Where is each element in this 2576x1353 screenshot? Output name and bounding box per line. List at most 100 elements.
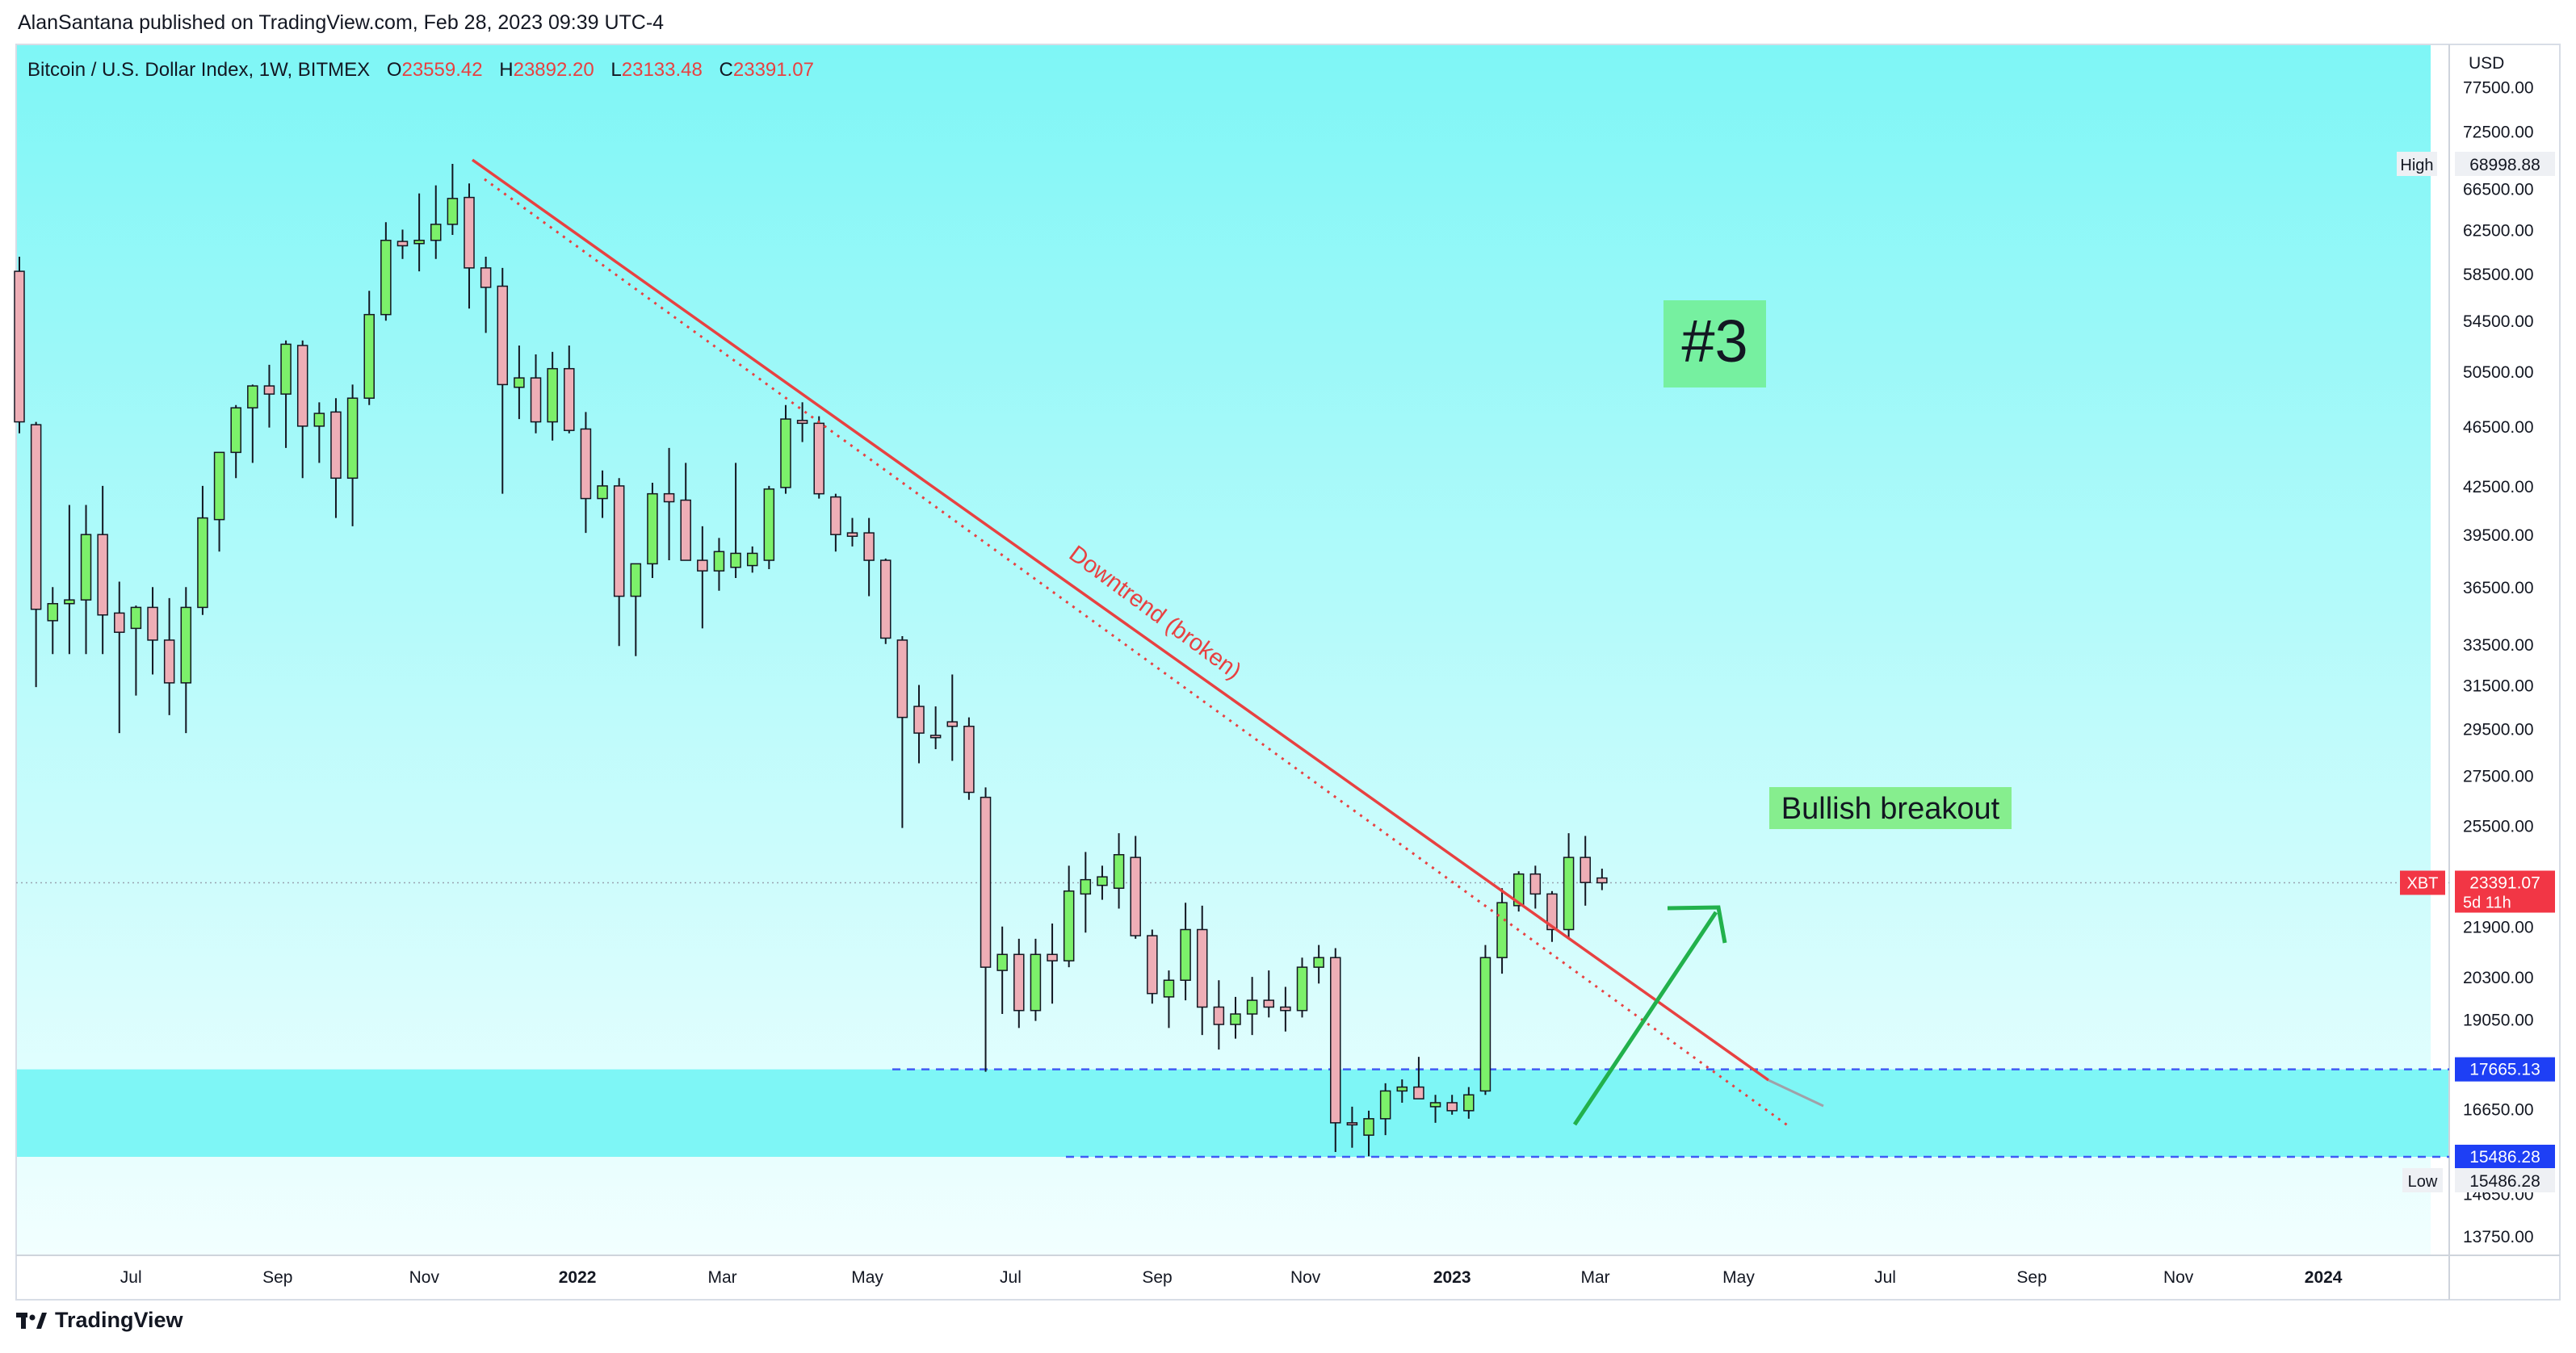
time-tick-label: Sep [2016, 1268, 2046, 1287]
bullish-arrow[interactable] [1572, 905, 1727, 1126]
time-tick-label: Mar [708, 1268, 737, 1287]
candle-body [213, 451, 225, 521]
candle-body [130, 606, 142, 630]
candle [1113, 833, 1125, 909]
candle-body [1463, 1094, 1475, 1112]
candle-body [564, 367, 575, 431]
candle [913, 685, 925, 764]
candle [1563, 833, 1575, 939]
candle-body [1013, 953, 1025, 1012]
candle-body [1246, 999, 1258, 1015]
downtrend-line[interactable] [471, 158, 1770, 1082]
candle [996, 926, 1008, 1015]
candle [1529, 865, 1542, 909]
candle-body [713, 551, 725, 572]
candle [1163, 970, 1175, 1028]
svg-text:XBT: XBT [2407, 875, 2439, 893]
time-tick-label: 2022 [559, 1268, 597, 1287]
candle-body [1529, 873, 1542, 895]
candle [64, 505, 75, 655]
candle-body [580, 428, 592, 500]
candle [213, 451, 225, 552]
candle [813, 416, 824, 499]
price-axis[interactable]: 77500.00 72500.00 66500.00 62500.00 58500.00… [2463, 78, 2534, 1246]
legend-low: 23133.48 [622, 59, 703, 81]
candle-body [1496, 902, 1508, 958]
candle [1396, 1079, 1408, 1103]
legend-close: 23391.07 [733, 59, 814, 81]
candle-body [1363, 1118, 1374, 1136]
price-tick-label: 62500.00 [2463, 221, 2534, 240]
candle [730, 463, 741, 579]
tradingview-logo-icon [16, 1312, 47, 1329]
candle-body [1429, 1102, 1441, 1108]
price-tick-label: 25500.00 [2463, 817, 2534, 836]
candle-body [396, 241, 409, 247]
candle-body [330, 411, 342, 480]
candle [514, 345, 525, 420]
candle-body [763, 488, 775, 561]
candle [1030, 938, 1042, 1021]
candle [313, 402, 325, 463]
candle [30, 421, 42, 688]
candle-body [996, 953, 1008, 971]
price-tick-label: 16650.00 [2463, 1100, 2534, 1119]
time-tick-label: Nov [1290, 1268, 1321, 1287]
candle [396, 229, 409, 259]
candle [780, 404, 791, 494]
badge-box [1663, 300, 1766, 387]
candle [547, 351, 558, 441]
candle [980, 787, 992, 1072]
candle-body [1346, 1122, 1358, 1126]
candle-body [1596, 877, 1608, 884]
candle [530, 354, 542, 434]
candle-body [180, 606, 192, 684]
candle-body [413, 239, 425, 245]
candle [1246, 977, 1258, 1036]
candle-body [1030, 953, 1042, 1012]
candle-body [30, 424, 42, 610]
svg-text:23391.07: 23391.07 [2469, 874, 2540, 893]
candle [630, 563, 642, 656]
candle [1280, 986, 1291, 1032]
candle [1313, 945, 1324, 984]
time-tick-label: 2023 [1433, 1268, 1471, 1287]
candle [296, 340, 308, 479]
candle-body [514, 377, 525, 388]
candle [1580, 836, 1591, 906]
candle [1147, 929, 1158, 1004]
price-tick-label: 72500.00 [2463, 123, 2534, 141]
candle-body [846, 532, 858, 538]
time-axis[interactable]: Jul Sep Nov 2022 Mar May Jul Sep Nov 2023 Mar May Ju… [120, 1268, 2343, 1287]
candle-body [780, 418, 791, 488]
price-tick-label: 20300.00 [2463, 969, 2534, 987]
candle [713, 538, 725, 591]
candle-body [1080, 878, 1092, 895]
candle-body [464, 196, 475, 269]
candle-body [447, 198, 459, 225]
candle [1463, 1087, 1475, 1119]
candle-body [1512, 873, 1525, 907]
candle [746, 546, 758, 573]
candle-body [1563, 857, 1575, 931]
candle [1097, 865, 1108, 900]
time-tick-label: May [1722, 1268, 1755, 1287]
tradingview-logo-text: TradingView [55, 1308, 183, 1332]
candle [1413, 1057, 1424, 1100]
badge-label: #3 [1681, 308, 1747, 375]
candle-body [1330, 957, 1341, 1124]
candle [163, 597, 175, 715]
candle-body [1130, 857, 1141, 936]
candle-body [1280, 1006, 1291, 1012]
candle-body [980, 796, 992, 968]
candle-body [163, 639, 175, 684]
candle [1130, 836, 1141, 939]
candle-body [946, 721, 959, 727]
candle [846, 517, 858, 547]
downtrend-dotted-line[interactable] [484, 178, 1789, 1128]
price-tick-label: 36500.00 [2463, 579, 2534, 597]
candle [1346, 1106, 1358, 1148]
price-tick-label: 54500.00 [2463, 312, 2534, 331]
candle-body [663, 492, 675, 503]
